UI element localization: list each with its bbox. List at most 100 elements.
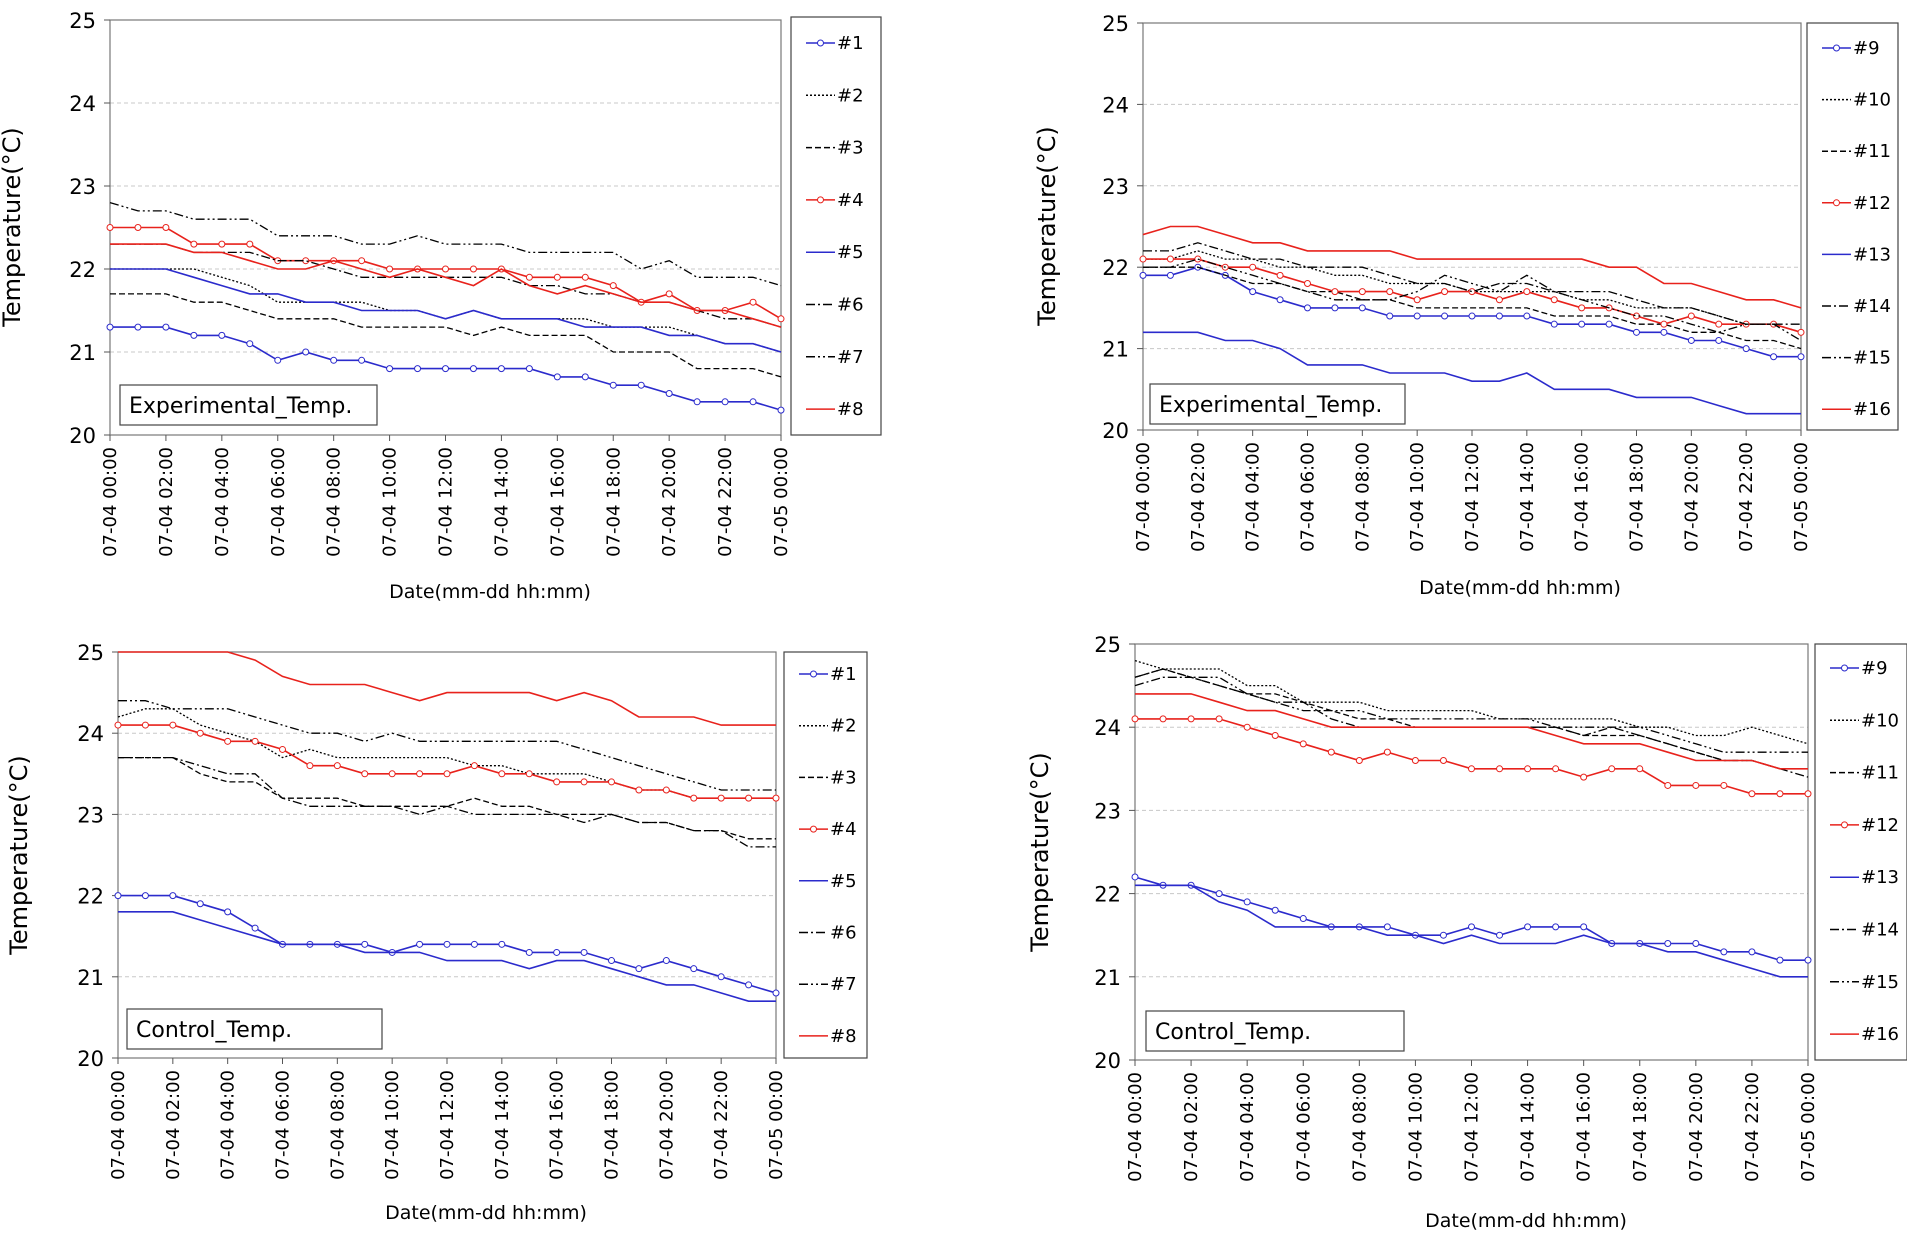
data-point	[580, 778, 588, 786]
data-point	[1720, 781, 1728, 789]
data-point	[141, 892, 149, 900]
data-point	[1720, 948, 1728, 956]
legend-label: #16	[1861, 1024, 1899, 1045]
data-point	[693, 398, 701, 406]
data-point	[1383, 748, 1391, 756]
legend-label: #10	[1861, 710, 1899, 731]
data-point	[386, 365, 394, 373]
data-point	[1524, 923, 1532, 931]
data-point	[553, 948, 561, 956]
data-point	[1386, 288, 1394, 296]
data-point	[1687, 312, 1695, 320]
x-tick-label: 07-04 10:00	[1405, 1072, 1426, 1182]
x-tick-label: 07-04 14:00	[491, 447, 512, 557]
data-point	[1496, 765, 1504, 773]
data-point	[1441, 288, 1449, 296]
data-point	[141, 721, 149, 729]
legend-marker	[817, 196, 824, 204]
data-point	[745, 794, 753, 802]
series-line-5	[110, 268, 782, 353]
data-point	[162, 323, 170, 331]
legend-label: #5	[830, 871, 857, 892]
legend-label: #9	[1853, 38, 1880, 59]
series-line-7	[109, 201, 782, 287]
legend-label: #16	[1853, 399, 1891, 420]
data-point	[1715, 336, 1723, 344]
data-point	[443, 940, 451, 948]
legend-label: #2	[830, 716, 857, 737]
data-point	[609, 381, 617, 389]
legend-label: #12	[1861, 815, 1899, 836]
panel-title-box	[126, 1008, 383, 1050]
data-point	[662, 786, 670, 794]
series-line-15	[1143, 258, 1802, 342]
legend-label: #3	[830, 767, 857, 788]
x-tick-label: 07-04 16:00	[1572, 442, 1593, 552]
x-tick-label: 07-04 00:00	[108, 1070, 129, 1180]
legend-box	[1814, 643, 1907, 1061]
data-point	[1331, 288, 1339, 296]
data-point	[246, 240, 254, 248]
x-tick-label: 07-04 08:00	[324, 447, 345, 557]
data-point	[525, 770, 533, 778]
data-point	[1692, 940, 1700, 948]
data-point	[580, 948, 588, 956]
data-point	[1797, 328, 1805, 336]
data-point	[635, 965, 643, 973]
x-tick-label: 07-04 16:00	[1574, 1072, 1595, 1182]
data-point	[745, 981, 753, 989]
y-tick-label: 22	[69, 258, 96, 282]
data-point	[106, 323, 114, 331]
data-point	[1386, 312, 1394, 320]
data-point	[416, 770, 424, 778]
y-tick-label: 24	[69, 92, 96, 116]
data-point	[1327, 748, 1335, 756]
data-point	[1159, 715, 1167, 723]
x-tick-label: 07-04 12:00	[436, 447, 457, 557]
legend-label: #1	[837, 33, 864, 54]
data-point	[1187, 715, 1195, 723]
data-point	[1748, 790, 1756, 798]
legend-marker	[1833, 44, 1840, 52]
data-point	[1441, 312, 1449, 320]
x-tick-label: 07-04 00:00	[1133, 442, 1154, 552]
data-point	[1413, 296, 1421, 304]
y-tick-label: 22	[1102, 256, 1129, 280]
x-tick-label: 07-05 00:00	[766, 1070, 787, 1180]
x-tick-label: 07-04 12:00	[1462, 1072, 1483, 1182]
data-point	[470, 940, 478, 948]
legend-label: #6	[837, 295, 864, 316]
legend-marker	[810, 825, 817, 833]
data-point	[469, 365, 477, 373]
data-point	[497, 365, 505, 373]
legend-label: #9	[1861, 658, 1888, 679]
x-tick-label: 07-04 16:00	[547, 447, 568, 557]
y-tick-label: 21	[1102, 338, 1129, 362]
legend-box	[1806, 22, 1899, 431]
x-tick-label: 07-04 04:00	[1243, 442, 1264, 552]
panel-title: Control_Temp.	[136, 1018, 292, 1043]
data-point	[442, 365, 449, 373]
y-tick-label: 22	[77, 885, 104, 909]
data-point	[196, 900, 204, 908]
data-point	[1748, 948, 1756, 956]
x-tick-label: 07-04 02:00	[163, 1070, 184, 1180]
y-axis-label: Temperature(°C)	[1033, 126, 1061, 327]
data-point	[196, 729, 204, 737]
data-point	[1742, 345, 1750, 353]
data-point	[608, 957, 615, 965]
x-tick-label: 07-04 02:00	[156, 447, 177, 557]
data-point	[361, 940, 369, 948]
x-tick-label: 07-04 22:00	[711, 1070, 732, 1180]
x-tick-label: 07-04 06:00	[1298, 442, 1319, 552]
plot-area-frame	[109, 19, 782, 436]
data-point	[1331, 304, 1339, 312]
data-point	[106, 224, 114, 231]
data-point	[525, 365, 533, 373]
x-tick-label: 07-04 20:00	[1686, 1072, 1707, 1182]
data-point	[1552, 765, 1560, 773]
panel-title-box	[1145, 1010, 1405, 1052]
